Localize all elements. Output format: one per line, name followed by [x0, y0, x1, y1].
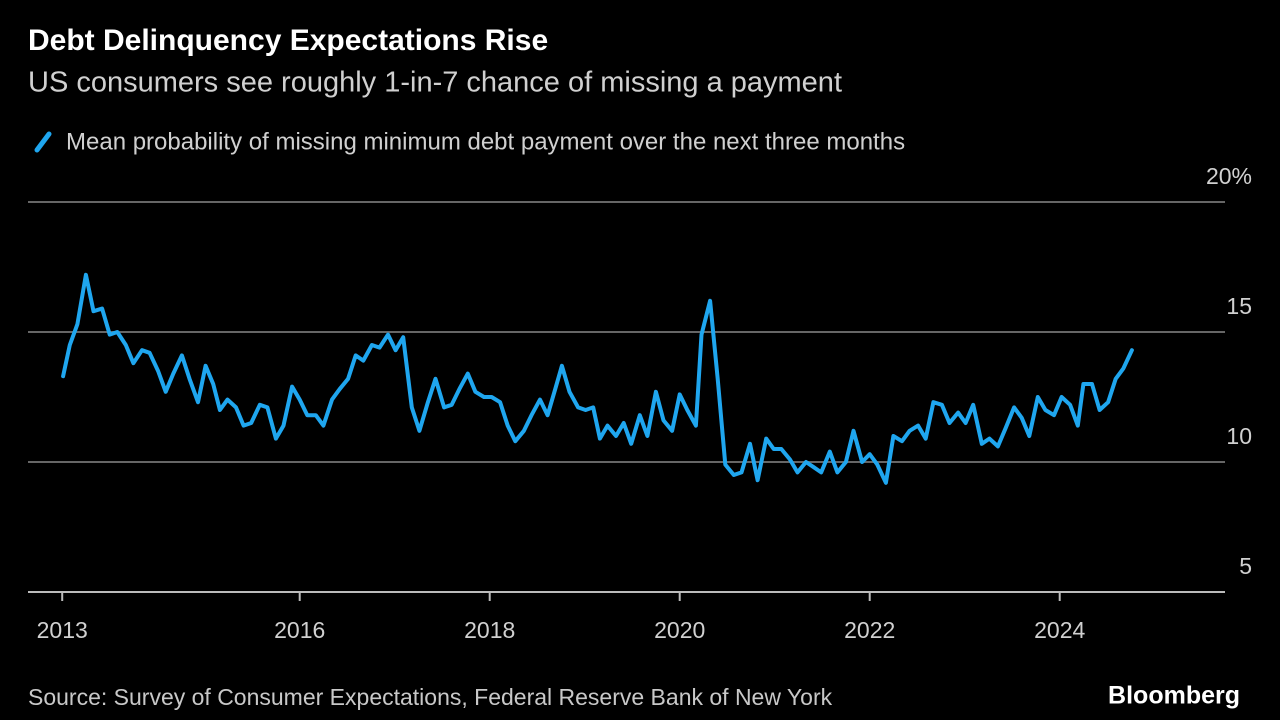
x-tick-label: 2013: [37, 617, 88, 643]
legend-label: Mean probability of missing minimum debt…: [66, 128, 905, 155]
chart-title: Debt Delinquency Expectations Rise: [28, 24, 548, 57]
brand: Bloomberg: [1108, 682, 1240, 710]
x-tick-label: 2016: [274, 617, 325, 643]
chart-subtitle: US consumers see roughly 1-in-7 chance o…: [28, 67, 842, 99]
x-tick-label: 2020: [654, 617, 705, 643]
y-tick-label: 10: [1226, 423, 1252, 449]
y-tick-label: 20%: [1206, 163, 1252, 189]
legend-swatch: [34, 131, 52, 153]
x-tick-label: 2018: [464, 617, 515, 643]
x-tick-label: 2024: [1034, 617, 1085, 643]
y-tick-label: 15: [1226, 293, 1252, 319]
x-tick-label: 2022: [844, 617, 895, 643]
source-note: Source: Survey of Consumer Expectations,…: [28, 684, 833, 710]
data-line: [61, 272, 1134, 485]
y-tick-label: 5: [1239, 553, 1252, 579]
